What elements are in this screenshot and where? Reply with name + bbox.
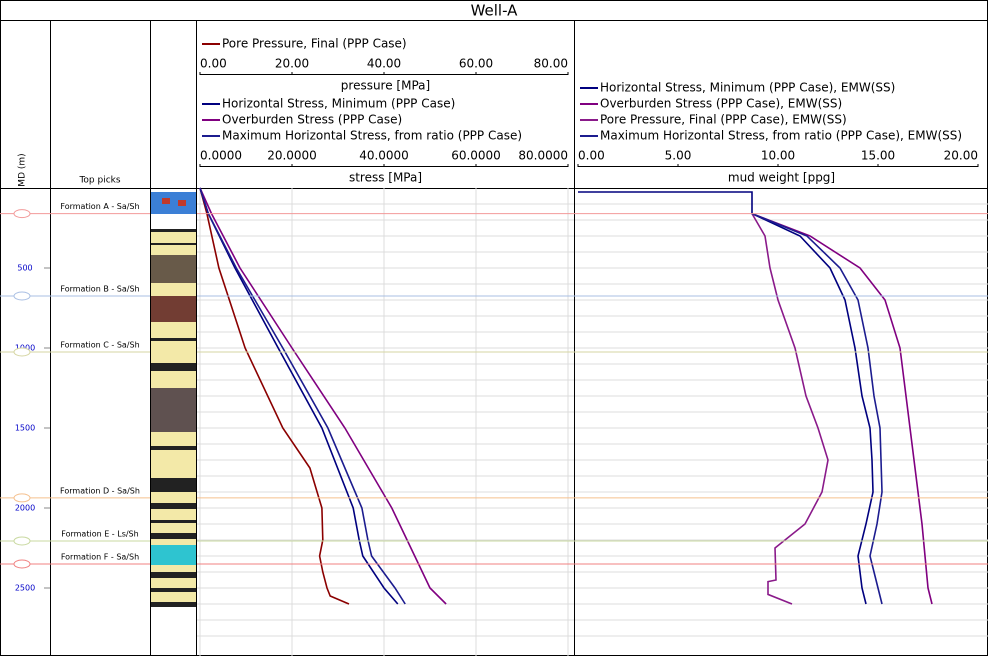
top-label: Formation B - Sa/Sh (60, 285, 139, 294)
curve (199, 187, 406, 605)
axis-label: mud weight [ppg] (728, 171, 835, 185)
litho-symbol (162, 198, 170, 204)
x-tick-label: 80.0000 (518, 149, 568, 163)
x-tick-label: 80.00 (534, 57, 568, 71)
top-label: Formation A - Sa/Sh (60, 202, 139, 211)
litho-shale (151, 255, 196, 283)
litho-shale (151, 478, 196, 492)
lithology-column (151, 192, 196, 607)
top-marker (13, 291, 31, 301)
top-label: Formation C - Sa/Sh (60, 341, 139, 350)
legend-label: Horizontal Stress, Minimum (PPP Case) (222, 97, 455, 111)
chart-title: Well-A (471, 2, 519, 20)
litho-top (151, 192, 196, 214)
curve (751, 213, 829, 605)
top-marker (13, 209, 31, 219)
top-marker (13, 536, 31, 546)
x-tick-label: 15.00 (861, 149, 895, 163)
curve (199, 187, 447, 605)
legend-label: Horizontal Stress, Minimum (PPP Case), E… (600, 81, 895, 95)
litho-shale (151, 588, 196, 592)
x-tick-label: 40.00 (367, 57, 401, 71)
y-tick-label: 500 (17, 264, 32, 273)
x-tick-label: 40.0000 (359, 149, 409, 163)
legend-label: Maximum Horizontal Stress, from ratio (P… (600, 129, 962, 143)
curve (578, 191, 874, 605)
y-tick-label: 2500 (15, 584, 35, 593)
curve (751, 212, 933, 605)
litho-shale (151, 243, 196, 245)
top-marker (13, 347, 31, 357)
litho-shale (151, 520, 196, 523)
litho-shale (151, 296, 196, 322)
x-tick-label: 10.00 (761, 149, 795, 163)
x-tick-label: 20.00 (275, 57, 309, 71)
litho-shale (151, 533, 196, 539)
legend-label: Overburden Stress (PPP Case), EMW(SS) (600, 97, 842, 111)
curve (199, 187, 350, 605)
x-tick-label: 5.00 (665, 149, 692, 163)
x-tick-label: 0.00 (200, 57, 227, 71)
x-tick-label: 20.00 (944, 149, 978, 163)
legend-label: Overburden Stress (PPP Case) (222, 113, 402, 127)
top-label: Formation D - Sa/Sh (60, 486, 140, 495)
litho-shale (151, 363, 196, 371)
top-label: Formation E - Ls/Sh (61, 529, 138, 538)
axis-label: pressure [MPa] (341, 79, 430, 93)
litho-shale (151, 602, 196, 607)
litho-symbol (178, 200, 186, 206)
x-tick-label: 0.0000 (200, 149, 242, 163)
axis-label: stress [MPa] (349, 171, 422, 185)
legend-label: Pore Pressure, Final (PPP Case) (222, 37, 407, 51)
curve (751, 212, 883, 605)
litho-shale (151, 572, 196, 578)
legend-label: Maximum Horizontal Stress, from ratio (P… (222, 129, 522, 143)
tops-track-label: Top picks (78, 176, 120, 186)
litho-limestone (151, 545, 196, 565)
litho-shale (151, 388, 196, 432)
top-label: Formation F - Sa/Sh (61, 553, 139, 562)
x-tick-label: 20.0000 (267, 149, 317, 163)
x-tick-label: 0.00 (578, 149, 605, 163)
x-tick-label: 60.0000 (451, 149, 501, 163)
litho-shale (151, 503, 196, 509)
top-marker (13, 493, 31, 503)
x-tick-label: 60.00 (459, 57, 493, 71)
litho-shale (151, 229, 196, 232)
y-tick-label: 2000 (15, 504, 35, 513)
litho-shale (151, 338, 196, 341)
top-marker (13, 559, 31, 569)
legend-label: Pore Pressure, Final (PPP Case), EMW(SS) (600, 113, 847, 127)
y-tick-label: 1500 (15, 424, 35, 433)
depth-axis-label: MD (m) (18, 153, 28, 186)
litho-shale (151, 446, 196, 450)
